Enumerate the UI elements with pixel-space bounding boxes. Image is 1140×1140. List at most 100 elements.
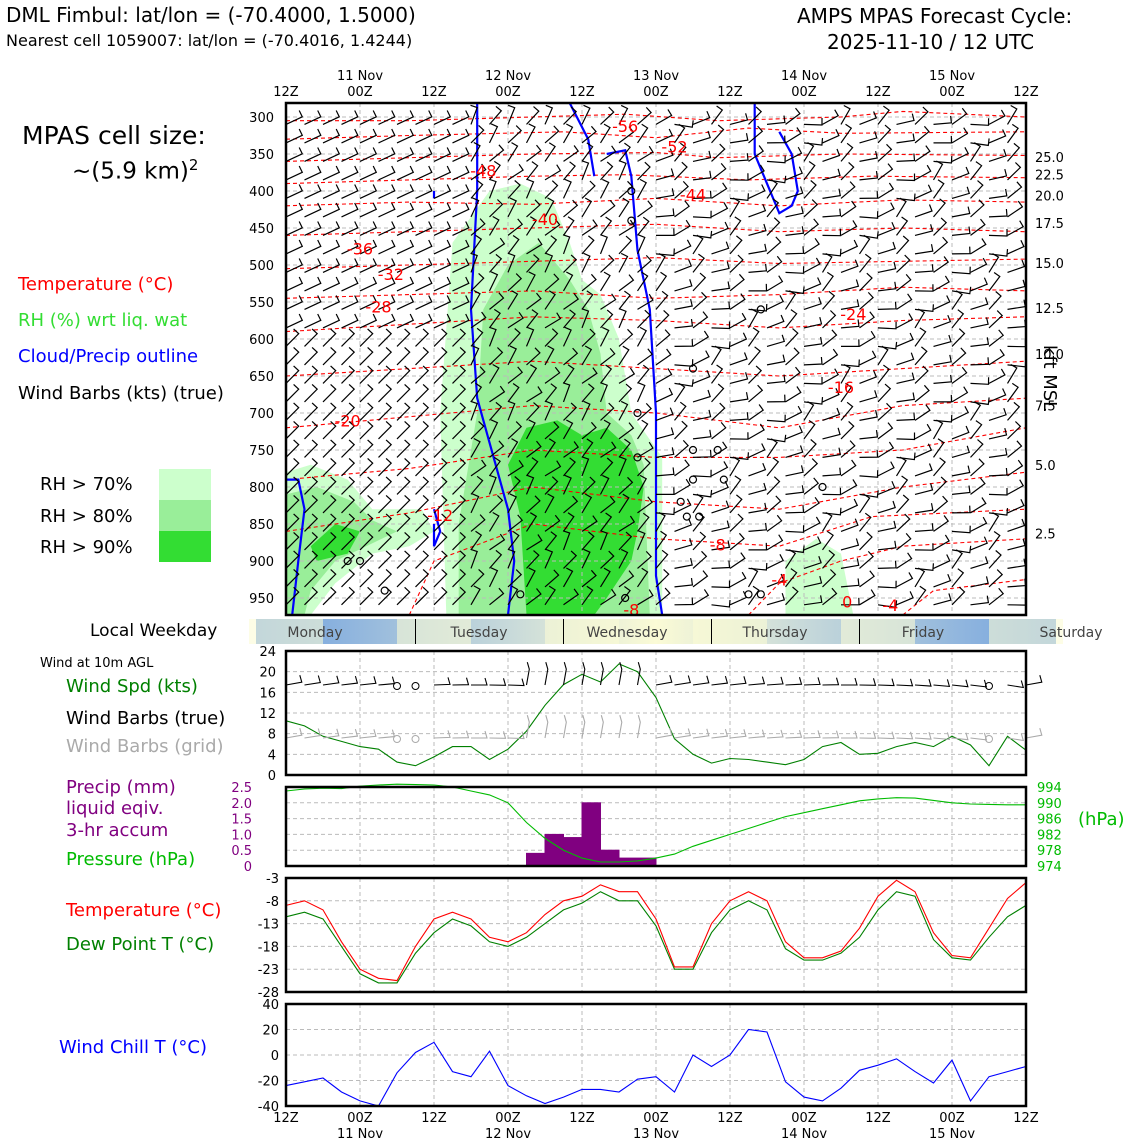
- wind-barb: [933, 593, 952, 606]
- wind-barb: [877, 163, 894, 181]
- wind-barb: [452, 110, 470, 125]
- wind-barb: [969, 401, 982, 421]
- wind-barb: [1007, 339, 1026, 348]
- wind-barb: [433, 147, 452, 162]
- wind-barb: [674, 478, 691, 495]
- wind-barb: [433, 328, 448, 347]
- wind-barb: [415, 221, 433, 236]
- top-date-label: 12 Nov: [485, 69, 531, 84]
- wind-barb: [822, 148, 841, 162]
- wind-barb: [526, 440, 542, 458]
- wind-barb: [563, 402, 578, 421]
- wind-barb: [544, 273, 560, 292]
- wind-barb: [544, 328, 559, 347]
- wind-barb: [803, 377, 823, 385]
- wind-barb: [933, 515, 950, 532]
- wind-barb: [748, 522, 768, 532]
- wind-barb: [544, 345, 555, 366]
- wind-barb: [322, 513, 337, 532]
- wind-barb: [1007, 479, 1025, 495]
- wind-barb: [507, 142, 519, 162]
- grid-wind-barb: [729, 729, 747, 739]
- wind-barb: [674, 379, 694, 387]
- wind-barb: [526, 347, 541, 366]
- wind-barb: [581, 476, 596, 495]
- wind-barb: [286, 439, 300, 458]
- wind-barb: [674, 420, 688, 440]
- wind-barb: [711, 341, 731, 350]
- wind-barb: [544, 460, 562, 477]
- wind-barb: [322, 258, 341, 273]
- wind-barb: [470, 437, 481, 458]
- wind-barb: [1025, 493, 1026, 495]
- wind-barb: [840, 459, 857, 477]
- temp-y-tick: -13: [258, 918, 279, 933]
- wind-barb: [970, 458, 985, 477]
- wind-barb: [1007, 181, 1023, 199]
- wind-barb: [988, 249, 1009, 257]
- wind-barb: [859, 512, 872, 532]
- wind-barb: [785, 505, 805, 514]
- wind-barb: [951, 246, 971, 255]
- wind-barb: [692, 130, 711, 144]
- wind-barb: [562, 234, 571, 255]
- wind-barb: [433, 239, 452, 255]
- wind-barb: [914, 463, 933, 477]
- day-segment: [249, 619, 323, 644]
- grid-wind-barb: [692, 728, 710, 739]
- wind-barb: [988, 291, 1002, 310]
- wind-barb: [896, 352, 915, 366]
- wind-barb: [359, 383, 374, 403]
- wind-barb: [914, 264, 934, 273]
- grid-wind-barb: [471, 730, 488, 739]
- wind-barb: [341, 476, 356, 495]
- wind-barb: [286, 550, 300, 569]
- wind-barb: [1007, 259, 1026, 273]
- temperature-label: -52: [661, 138, 687, 157]
- wind-barb: [766, 534, 784, 551]
- calm-circle: [676, 497, 685, 506]
- wind-barb: [526, 292, 542, 310]
- local-weekday-label: Local Weekday: [90, 621, 218, 641]
- surface-wind-barb: [692, 675, 710, 686]
- wind-barb: [563, 309, 576, 329]
- wind-barb: [341, 239, 359, 255]
- wind-barb: [1007, 240, 1025, 255]
- wind-barb: [729, 475, 742, 495]
- wind-barb: [988, 427, 1008, 440]
- wind-barb: [526, 534, 543, 551]
- wind-barb: [747, 567, 759, 588]
- wind-barb: [655, 530, 668, 551]
- wind-barb: [415, 402, 430, 421]
- wind-barb: [618, 328, 634, 347]
- wind-barb: [970, 161, 983, 181]
- wind-barb: [1006, 104, 1018, 125]
- calm-circle: [713, 445, 722, 455]
- temperature-line: [285, 879, 1027, 982]
- calm-circle: [343, 556, 352, 566]
- wind-barb: [544, 569, 560, 588]
- wind-barb: [636, 326, 648, 347]
- calm-circle: [719, 475, 728, 484]
- calm-circle: [985, 735, 993, 743]
- wind-barb: [896, 452, 916, 461]
- wind-barb: [637, 402, 652, 421]
- wind-barb: [618, 383, 633, 403]
- wind-barb: [674, 120, 694, 128]
- wind-barb: [711, 480, 729, 495]
- wind-barb: [507, 273, 523, 292]
- wind-barb: [674, 401, 687, 421]
- wind-barb: [341, 494, 356, 514]
- wind-barb: [729, 235, 743, 255]
- wind-barb: [729, 552, 746, 569]
- wind-barb: [286, 184, 304, 199]
- wind-barb: [914, 125, 930, 144]
- wind-barb: [637, 216, 650, 236]
- wind-barb: [507, 218, 524, 236]
- wind-barb: [1025, 586, 1026, 587]
- wind-barb: [711, 580, 731, 589]
- wind-barb: [304, 221, 322, 236]
- wind-barb: [656, 487, 675, 495]
- temp-y-tick: -28: [258, 986, 279, 1001]
- wind-barb: [785, 166, 803, 181]
